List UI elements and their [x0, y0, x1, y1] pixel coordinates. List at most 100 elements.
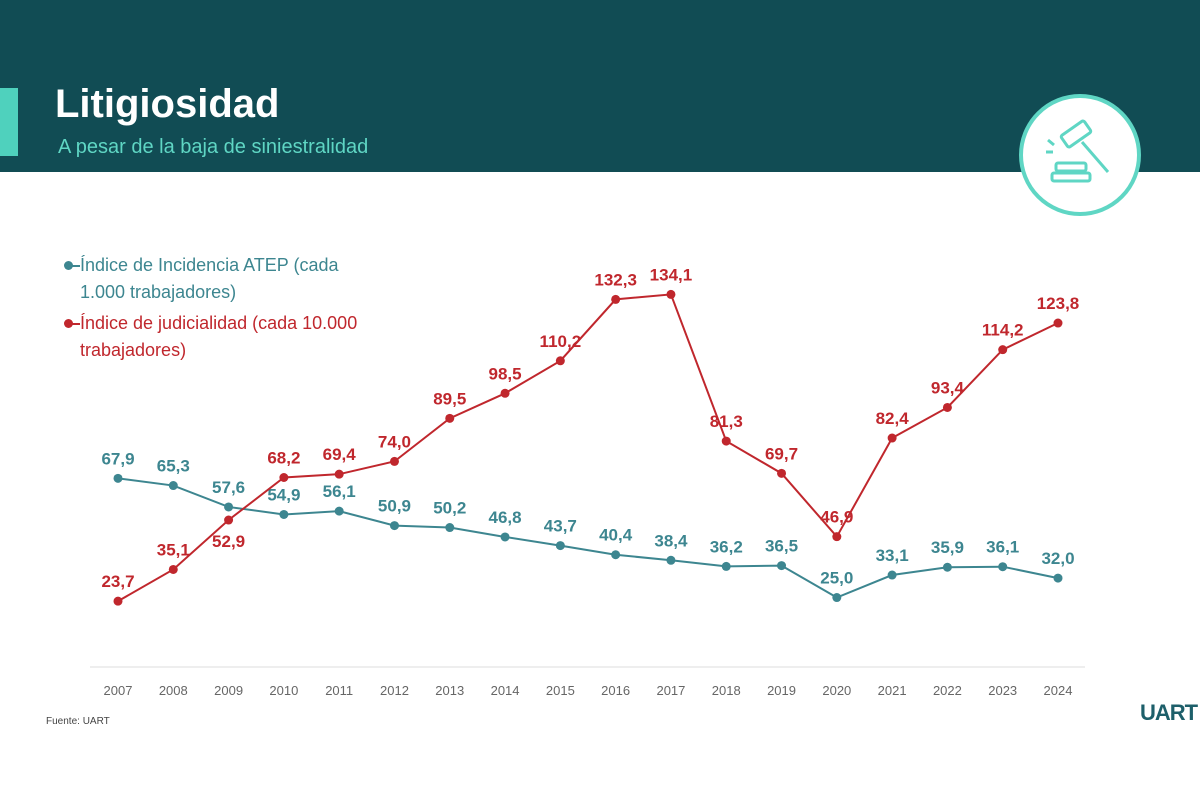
x-tick-label: 2010 — [269, 683, 298, 698]
data-label: 82,4 — [876, 409, 910, 428]
legend-label: Índice de Incidencia ATEP (cada 1.000 tr… — [80, 255, 339, 302]
legend: Índice de Incidencia ATEP (cada 1.000 tr… — [64, 252, 364, 368]
data-label: 98,5 — [489, 364, 522, 383]
icon-circle — [1019, 94, 1141, 216]
data-point — [721, 436, 731, 446]
data-point — [832, 593, 842, 603]
data-point — [555, 541, 565, 551]
data-point — [224, 502, 234, 512]
legend-item: Índice de Incidencia ATEP (cada 1.000 tr… — [64, 252, 364, 306]
data-label: 65,3 — [157, 457, 190, 476]
data-label: 89,5 — [433, 389, 466, 408]
x-tick-label: 2007 — [104, 683, 133, 698]
data-label: 35,1 — [157, 540, 190, 559]
data-label: 46,9 — [820, 508, 853, 527]
data-label: 46,8 — [489, 508, 522, 527]
source: Fuente: UART — [46, 716, 110, 727]
data-label: 33,1 — [876, 546, 909, 565]
data-point — [998, 345, 1008, 355]
data-point — [279, 473, 289, 483]
data-label: 38,4 — [654, 531, 688, 550]
legend-line — [70, 265, 80, 267]
data-label: 68,2 — [267, 449, 300, 468]
series-line — [117, 293, 1059, 603]
gavel-icon — [1046, 119, 1110, 183]
data-label: 25,0 — [820, 569, 853, 588]
data-label: 36,5 — [765, 537, 798, 556]
data-label: 123,8 — [1037, 294, 1080, 313]
x-tick-label: 2009 — [214, 683, 243, 698]
x-tick-label: 2022 — [933, 683, 962, 698]
data-point — [113, 596, 123, 606]
data-label: 93,4 — [931, 378, 965, 397]
data-label: 57,6 — [212, 478, 245, 497]
data-point — [168, 564, 178, 574]
data-label: 36,2 — [710, 537, 743, 556]
data-point — [1053, 318, 1063, 328]
x-tick-label: 2017 — [656, 683, 685, 698]
data-label: 56,1 — [323, 482, 356, 501]
data-label: 43,7 — [544, 517, 577, 536]
x-tick-label: 2012 — [380, 683, 409, 698]
data-point — [168, 481, 178, 491]
x-tick-label: 2019 — [767, 683, 796, 698]
legend-marker — [64, 261, 73, 270]
data-point — [224, 515, 234, 525]
data-point — [611, 294, 621, 304]
data-point — [389, 521, 399, 531]
data-label: 110,2 — [540, 332, 582, 351]
header-band — [0, 0, 1200, 172]
data-label: 134,1 — [650, 265, 693, 284]
data-label: 36,1 — [986, 538, 1019, 557]
title: Litigiosidad — [55, 82, 280, 126]
legend-label: Índice de judicialidad (cada 10.000 trab… — [80, 313, 358, 360]
logo: UART — [1140, 700, 1198, 725]
data-label: 54,9 — [267, 485, 300, 504]
data-point — [334, 469, 344, 479]
x-tick-label: 2024 — [1044, 683, 1073, 698]
data-label: 50,9 — [378, 497, 411, 516]
x-tick-label: 2014 — [491, 683, 520, 698]
data-point — [445, 413, 455, 423]
icon — [1019, 94, 1141, 216]
data-point — [445, 523, 455, 533]
data-point — [555, 356, 565, 366]
x-tick-label: 2023 — [988, 683, 1017, 698]
x-tick-label: 2016 — [601, 683, 630, 698]
series-line — [117, 477, 1059, 599]
data-point — [666, 555, 676, 565]
data-label: 35,9 — [931, 538, 964, 557]
data-label: 132,3 — [594, 270, 637, 289]
x-tick-label: 2015 — [546, 683, 575, 698]
x-tick-label: 2020 — [822, 683, 851, 698]
data-point — [389, 456, 399, 466]
data-label: 32,0 — [1041, 549, 1074, 568]
legend-marker — [64, 319, 73, 328]
data-point — [998, 562, 1008, 572]
data-label: 40,4 — [599, 526, 633, 545]
data-point — [942, 402, 952, 412]
data-point — [500, 388, 510, 398]
legend-item: Índice de judicialidad (cada 10.000 trab… — [64, 310, 364, 364]
data-point — [777, 468, 787, 478]
data-point — [887, 570, 897, 580]
x-tick-label: 2018 — [712, 683, 741, 698]
data-point — [113, 473, 123, 483]
data-point — [721, 561, 731, 571]
x-tick-label: 2008 — [159, 683, 188, 698]
data-point — [1053, 573, 1063, 583]
data-label: 67,9 — [101, 449, 134, 468]
data-label: 23,7 — [101, 572, 134, 591]
data-label: 69,4 — [323, 445, 357, 464]
data-point — [942, 562, 952, 572]
x-tick-label: 2011 — [325, 683, 353, 698]
data-point — [777, 561, 787, 571]
data-point — [334, 506, 344, 516]
plot-area: 2007 2008 2009 2010 2011 2012 2013 2014 2015 2016… — [90, 265, 1085, 698]
data-label: 52,9 — [212, 532, 245, 551]
data-label: 74,0 — [378, 432, 411, 451]
data-point — [279, 509, 289, 519]
x-tick-label: 2021 — [878, 683, 907, 698]
